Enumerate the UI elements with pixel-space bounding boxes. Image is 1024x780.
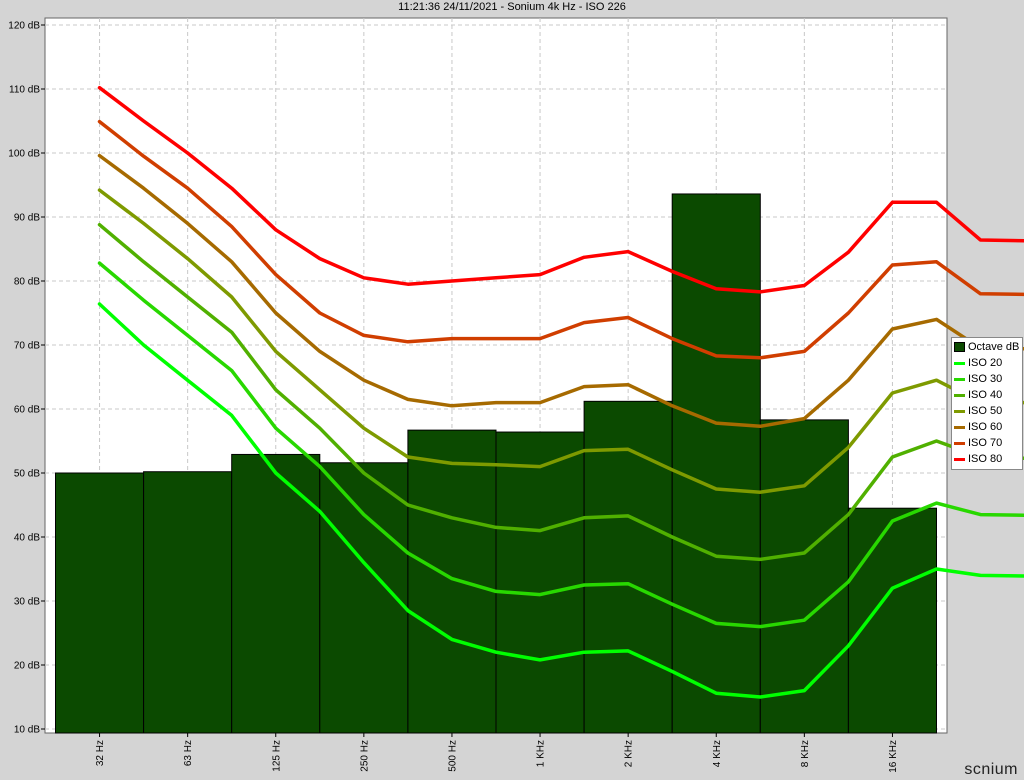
y-tick-label: 10 dB [14, 725, 40, 736]
bar-series [55, 193, 938, 734]
legend-item: ISO 40 [952, 387, 1022, 403]
y-tick-label: 40 dB [14, 533, 40, 544]
line-iso-70 [97, 119, 1024, 360]
line-iso-20 [97, 302, 1024, 699]
legend-label: ISO 60 [968, 421, 1003, 433]
legend-swatch [954, 409, 965, 413]
x-tick-label: 250 Hz [359, 740, 370, 772]
legend-label: ISO 30 [968, 373, 1003, 385]
x-tick-label: 2 KHz [624, 740, 635, 767]
legend-label: ISO 80 [968, 453, 1003, 465]
x-tick-label: 125 Hz [271, 740, 282, 772]
legend-label: Octave dB [968, 341, 1020, 353]
legend-item: ISO 50 [952, 403, 1022, 419]
line-iso-60 [97, 153, 1024, 429]
legend: Octave dB ISO 20 ISO 30 ISO 40 ISO 50 ISO 60 I… [951, 337, 1023, 470]
legend-swatch [954, 425, 965, 429]
legend-label: ISO 20 [968, 357, 1003, 369]
legend-swatch [954, 457, 965, 461]
legend-item: ISO 30 [952, 371, 1022, 387]
x-tick-label: 1 KHz [536, 740, 547, 767]
bar-1-khz [495, 431, 585, 734]
line-iso-40 [97, 222, 1024, 562]
legend-item: ISO 60 [952, 419, 1022, 435]
y-tick-label: 70 dB [14, 341, 40, 352]
y-tick-label: 120 dB [8, 21, 40, 32]
y-axis: 10 dB 20 dB 30 dB 40 dB 50 dB 60 dB 70 dB 80 dB… [8, 21, 45, 736]
line-iso-50 [97, 188, 1024, 494]
bar-500-hz [407, 429, 497, 734]
legend-label: ISO 70 [968, 437, 1003, 449]
legend-item: ISO 80 [952, 451, 1022, 467]
legend-label: ISO 40 [968, 389, 1003, 401]
bar-125-hz [231, 453, 321, 734]
x-tick-label: 4 KHz [712, 740, 723, 767]
x-tick-label: 63 Hz [183, 740, 194, 766]
legend-item: ISO 20 [952, 355, 1022, 371]
legend-swatch [954, 377, 965, 381]
x-axis: 32 Hz 63 Hz 125 Hz 250 Hz 500 Hz 1 KHz 2 KHz 4 … [95, 733, 899, 773]
line-iso-80 [97, 85, 1024, 294]
chart-title: 11:21:36 24/11/2021 - Sonium 4k Hz - ISO… [398, 1, 626, 13]
legend-swatch [954, 393, 965, 397]
y-tick-label: 100 dB [8, 149, 40, 160]
legend-swatch [954, 342, 965, 352]
y-tick-label: 20 dB [14, 661, 40, 672]
legend-swatch [954, 441, 965, 445]
bar-32-hz [55, 472, 145, 734]
brand-logo: scnium [964, 761, 1018, 778]
line-iso-30 [97, 261, 1024, 629]
x-tick-label: 8 KHz [800, 740, 811, 767]
legend-label: ISO 50 [968, 405, 1003, 417]
legend-swatch [954, 361, 965, 365]
bar-250-hz [319, 462, 409, 734]
y-tick-label: 90 dB [14, 213, 40, 224]
x-tick-label: 500 Hz [447, 740, 458, 772]
x-tick-label: 32 Hz [95, 740, 106, 766]
bar-2-khz [583, 400, 673, 734]
bar-8-khz [759, 419, 849, 734]
y-tick-label: 60 dB [14, 405, 40, 416]
x-tick-label: 16 KHz [888, 740, 899, 773]
bar-63-hz [143, 471, 233, 734]
legend-item: ISO 70 [952, 435, 1022, 451]
y-tick-label: 50 dB [14, 469, 40, 480]
line-series [97, 85, 1024, 699]
y-tick-label: 30 dB [14, 597, 40, 608]
y-tick-label: 80 dB [14, 277, 40, 288]
bar-16-khz [847, 507, 938, 734]
y-tick-label: 110 dB [9, 85, 40, 96]
legend-item: Octave dB [952, 339, 1022, 355]
